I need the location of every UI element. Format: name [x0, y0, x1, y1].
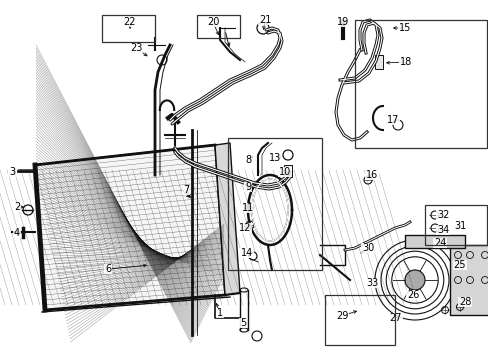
Text: 19: 19	[336, 17, 348, 27]
Text: 7: 7	[183, 185, 189, 195]
Text: 9: 9	[244, 182, 250, 192]
Text: 12: 12	[238, 223, 251, 233]
Text: 18: 18	[399, 57, 411, 67]
Text: 6: 6	[105, 264, 111, 274]
Bar	[424, 205, 486, 245]
Text: 10: 10	[278, 167, 290, 177]
Text: 29: 29	[335, 311, 347, 321]
Polygon shape	[215, 143, 240, 295]
Text: 24: 24	[433, 238, 445, 248]
Text: 28: 28	[458, 297, 470, 307]
Text: 21: 21	[258, 15, 271, 25]
Text: 31: 31	[453, 221, 465, 231]
Bar	[102, 15, 155, 42]
Text: 5: 5	[240, 318, 245, 328]
Text: 14: 14	[241, 248, 253, 258]
Text: 2: 2	[14, 202, 20, 212]
Text: 16: 16	[365, 170, 377, 180]
Text: 32: 32	[436, 210, 448, 220]
Text: 3: 3	[9, 167, 15, 177]
Text: 13: 13	[268, 153, 281, 163]
Polygon shape	[35, 145, 224, 310]
Bar	[374, 55, 382, 69]
Text: 34: 34	[436, 225, 448, 235]
Bar	[449, 245, 488, 315]
Text: 26: 26	[406, 290, 418, 300]
Text: 22: 22	[123, 17, 136, 27]
Text: 20: 20	[206, 17, 219, 27]
Polygon shape	[404, 235, 464, 248]
Text: 25: 25	[453, 260, 465, 270]
Text: 23: 23	[129, 43, 142, 53]
Bar	[197, 15, 240, 38]
Text: 1: 1	[217, 308, 223, 318]
Text: 33: 33	[365, 278, 377, 288]
Text: 17: 17	[386, 115, 398, 125]
Bar	[227, 138, 321, 270]
Text: 4: 4	[14, 228, 20, 238]
Bar	[325, 295, 394, 345]
Bar	[354, 20, 486, 148]
Text: 27: 27	[389, 313, 402, 323]
Text: 30: 30	[361, 243, 373, 253]
Text: 11: 11	[242, 203, 254, 213]
Bar	[284, 165, 291, 177]
Circle shape	[404, 270, 424, 290]
Text: 8: 8	[244, 155, 250, 165]
Text: 15: 15	[398, 23, 410, 33]
